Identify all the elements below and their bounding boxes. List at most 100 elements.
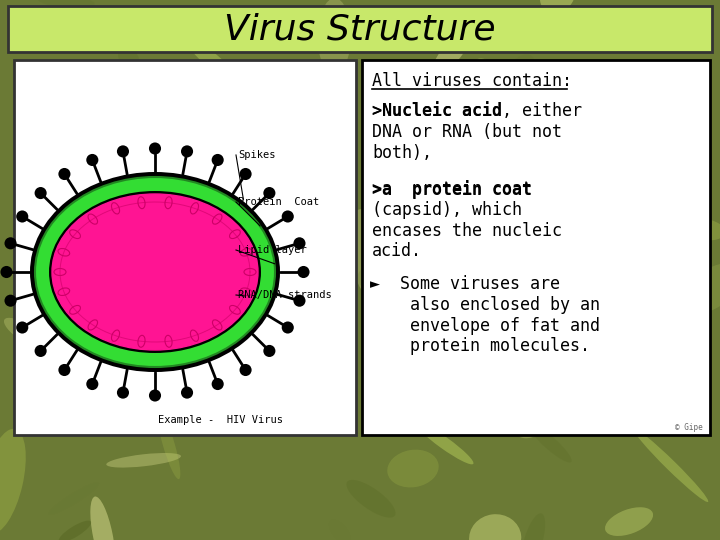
Ellipse shape bbox=[49, 191, 261, 353]
Ellipse shape bbox=[52, 194, 258, 350]
Text: © Gipe: © Gipe bbox=[675, 423, 703, 432]
Ellipse shape bbox=[582, 78, 630, 122]
Ellipse shape bbox=[217, 314, 248, 340]
Ellipse shape bbox=[37, 0, 94, 9]
Ellipse shape bbox=[0, 429, 26, 534]
Ellipse shape bbox=[582, 79, 626, 129]
Ellipse shape bbox=[628, 156, 660, 203]
Ellipse shape bbox=[4, 237, 17, 249]
Ellipse shape bbox=[514, 408, 549, 438]
Ellipse shape bbox=[141, 221, 224, 279]
Ellipse shape bbox=[149, 143, 161, 154]
Ellipse shape bbox=[634, 429, 708, 502]
Text: >Nucleic acid, either
DNA or RNA (but not
both),: >Nucleic acid, either DNA or RNA (but no… bbox=[372, 102, 582, 161]
Ellipse shape bbox=[521, 514, 545, 540]
Ellipse shape bbox=[93, 207, 167, 250]
Ellipse shape bbox=[675, 217, 720, 240]
Text: Spikes: Spikes bbox=[238, 150, 276, 160]
Text: Example -  HIV Virus: Example - HIV Virus bbox=[158, 415, 282, 425]
Ellipse shape bbox=[469, 514, 521, 540]
Ellipse shape bbox=[415, 421, 474, 464]
Ellipse shape bbox=[58, 168, 71, 180]
Ellipse shape bbox=[294, 237, 305, 249]
FancyBboxPatch shape bbox=[362, 60, 710, 435]
Ellipse shape bbox=[318, 0, 351, 75]
Ellipse shape bbox=[477, 327, 507, 357]
Ellipse shape bbox=[117, 387, 129, 399]
Ellipse shape bbox=[181, 387, 193, 399]
Ellipse shape bbox=[23, 215, 76, 279]
Ellipse shape bbox=[240, 364, 251, 376]
Ellipse shape bbox=[469, 58, 497, 112]
Ellipse shape bbox=[58, 364, 71, 376]
Text: >a  protein coat: >a protein coat bbox=[372, 180, 532, 199]
Text: Protein  Coat: Protein Coat bbox=[238, 197, 319, 207]
Ellipse shape bbox=[503, 161, 526, 218]
Ellipse shape bbox=[144, 348, 225, 409]
Ellipse shape bbox=[58, 521, 91, 540]
Ellipse shape bbox=[346, 480, 395, 518]
Ellipse shape bbox=[117, 145, 129, 158]
Ellipse shape bbox=[369, 122, 423, 170]
Ellipse shape bbox=[86, 26, 127, 44]
Ellipse shape bbox=[16, 211, 28, 222]
Ellipse shape bbox=[210, 280, 252, 308]
Ellipse shape bbox=[86, 154, 99, 166]
Ellipse shape bbox=[65, 272, 103, 359]
Ellipse shape bbox=[35, 187, 47, 199]
Ellipse shape bbox=[35, 177, 275, 367]
Text: RNA/DNA strands: RNA/DNA strands bbox=[238, 290, 332, 300]
Ellipse shape bbox=[519, 80, 602, 107]
Ellipse shape bbox=[501, 55, 534, 94]
Ellipse shape bbox=[158, 411, 180, 479]
Ellipse shape bbox=[329, 519, 351, 540]
Ellipse shape bbox=[282, 211, 294, 222]
Ellipse shape bbox=[387, 450, 438, 488]
Ellipse shape bbox=[529, 424, 572, 463]
Ellipse shape bbox=[53, 373, 142, 427]
Ellipse shape bbox=[156, 258, 188, 331]
Text: ►  Some viruses are
    also enclosed by an
    envelope of fat and
    protein : ► Some viruses are also enclosed by an e… bbox=[370, 275, 600, 355]
Ellipse shape bbox=[107, 149, 145, 176]
Ellipse shape bbox=[135, 272, 184, 307]
Ellipse shape bbox=[16, 321, 28, 334]
Ellipse shape bbox=[264, 345, 276, 357]
Ellipse shape bbox=[43, 183, 88, 241]
Ellipse shape bbox=[294, 295, 305, 307]
Ellipse shape bbox=[1, 266, 12, 278]
Ellipse shape bbox=[260, 171, 300, 211]
Ellipse shape bbox=[428, 11, 482, 84]
Ellipse shape bbox=[677, 263, 720, 315]
Ellipse shape bbox=[212, 378, 224, 390]
FancyBboxPatch shape bbox=[8, 6, 712, 52]
Ellipse shape bbox=[35, 345, 47, 357]
Ellipse shape bbox=[620, 262, 672, 314]
Ellipse shape bbox=[282, 321, 294, 334]
Ellipse shape bbox=[118, 48, 139, 69]
Ellipse shape bbox=[286, 237, 351, 298]
Ellipse shape bbox=[367, 131, 388, 150]
Ellipse shape bbox=[442, 237, 474, 263]
Ellipse shape bbox=[264, 187, 276, 199]
Ellipse shape bbox=[347, 209, 396, 307]
Text: >Nucleic acid: >Nucleic acid bbox=[372, 102, 502, 120]
Ellipse shape bbox=[317, 178, 331, 215]
Ellipse shape bbox=[446, 210, 490, 252]
Ellipse shape bbox=[4, 318, 46, 348]
Ellipse shape bbox=[48, 482, 99, 515]
Ellipse shape bbox=[30, 172, 280, 372]
Ellipse shape bbox=[392, 186, 464, 237]
Ellipse shape bbox=[577, 269, 609, 308]
Ellipse shape bbox=[240, 168, 251, 180]
Ellipse shape bbox=[212, 154, 224, 166]
Ellipse shape bbox=[108, 163, 131, 187]
Ellipse shape bbox=[184, 36, 253, 98]
Text: Virus Structure: Virus Structure bbox=[224, 12, 496, 46]
Ellipse shape bbox=[149, 389, 161, 402]
Ellipse shape bbox=[540, 0, 576, 14]
Ellipse shape bbox=[86, 378, 99, 390]
Ellipse shape bbox=[619, 323, 667, 392]
Ellipse shape bbox=[605, 507, 653, 536]
Text: Lipid layer: Lipid layer bbox=[238, 245, 307, 255]
Ellipse shape bbox=[596, 249, 698, 265]
